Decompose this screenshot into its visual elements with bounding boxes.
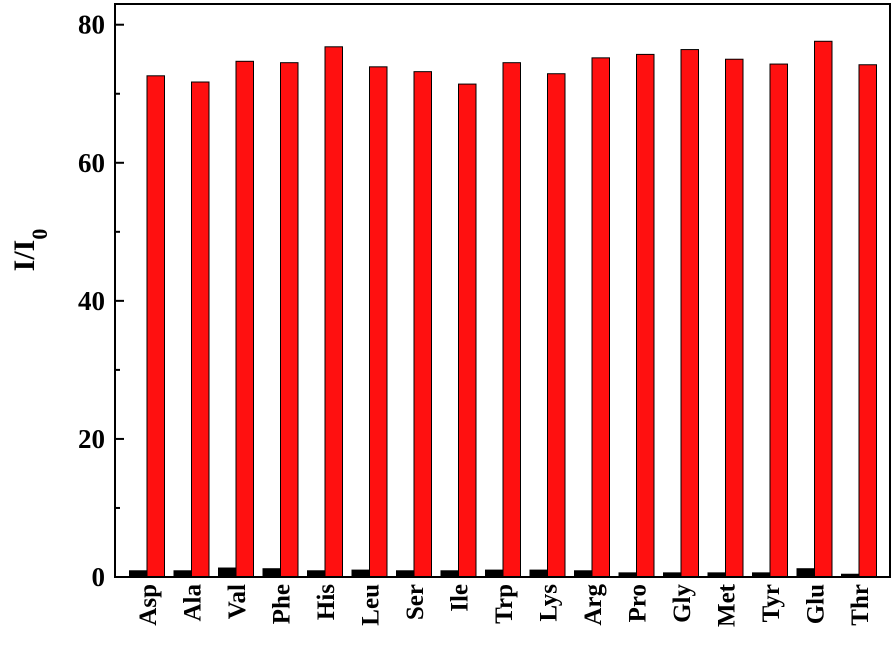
plot-frame	[114, 3, 891, 578]
y-tick-label: 60	[78, 148, 105, 178]
x-tick-label-tyr: Tyr	[758, 584, 785, 622]
y-axis-ticks: 0 20 40 60 80	[78, 10, 124, 592]
red-bar-ser	[413, 71, 432, 578]
x-tick-label-ile: Ile	[447, 584, 474, 612]
black-bar-phe	[262, 568, 281, 578]
y-tick-label: 80	[78, 10, 105, 40]
black-bar-trp	[485, 569, 504, 578]
x-tick-label-gly: Gly	[669, 584, 696, 623]
y-axis-title: I/I0	[8, 229, 52, 272]
red-bar-gly	[680, 49, 699, 578]
x-tick-label-ala: Ala	[180, 584, 207, 622]
x-tick-label-thr: Thr	[847, 584, 874, 626]
red-bar-pro	[636, 53, 655, 578]
x-tick-label-met: Met	[714, 583, 741, 627]
x-tick-label-glu: Glu	[803, 584, 830, 624]
x-tick-label-leu: Leu	[358, 584, 385, 626]
y-axis-title-main: I/I	[8, 240, 41, 272]
red-bar-lys	[547, 73, 566, 578]
y-tick-label: 20	[78, 424, 105, 454]
x-tick-label-phe: Phe	[269, 584, 296, 624]
red-bar-glu	[814, 40, 833, 578]
x-tick-label-lys: Lys	[536, 584, 563, 622]
x-tick-label-asp: Asp	[135, 584, 162, 626]
y-tick-label: 40	[78, 286, 105, 316]
red-bar-ile	[458, 83, 477, 578]
chart-marks	[129, 40, 877, 578]
x-tick-label-trp: Trp	[491, 584, 518, 624]
red-bar-met	[725, 58, 744, 578]
black-bar-glu	[796, 568, 815, 578]
black-bar-val	[218, 567, 237, 578]
x-axis-labels: Asp Ala Val Phe His Leu Ser Ile Trp Lys Arg Pro Gly M…	[135, 583, 874, 627]
y-tick-label: 0	[92, 562, 106, 592]
black-bar-leu	[351, 569, 370, 578]
x-tick-label-arg: Arg	[580, 584, 607, 626]
red-bar-phe	[280, 62, 299, 578]
red-bar-asp	[146, 75, 165, 578]
red-bar-tyr	[769, 63, 788, 578]
red-bar-val	[235, 60, 254, 578]
red-bar-his	[324, 46, 343, 578]
black-bar-lys	[529, 569, 548, 578]
x-tick-label-his: His	[313, 584, 340, 620]
x-tick-label-pro: Pro	[625, 584, 652, 622]
x-tick-label-val: Val	[224, 584, 251, 619]
red-bar-ala	[191, 81, 210, 578]
y-axis-title-subscript: 0	[27, 229, 52, 240]
x-tick-label-ser: Ser	[402, 584, 429, 620]
red-bar-thr	[858, 64, 877, 578]
red-bar-arg	[591, 57, 610, 578]
red-bar-leu	[369, 66, 388, 578]
red-bar-trp	[502, 62, 521, 578]
